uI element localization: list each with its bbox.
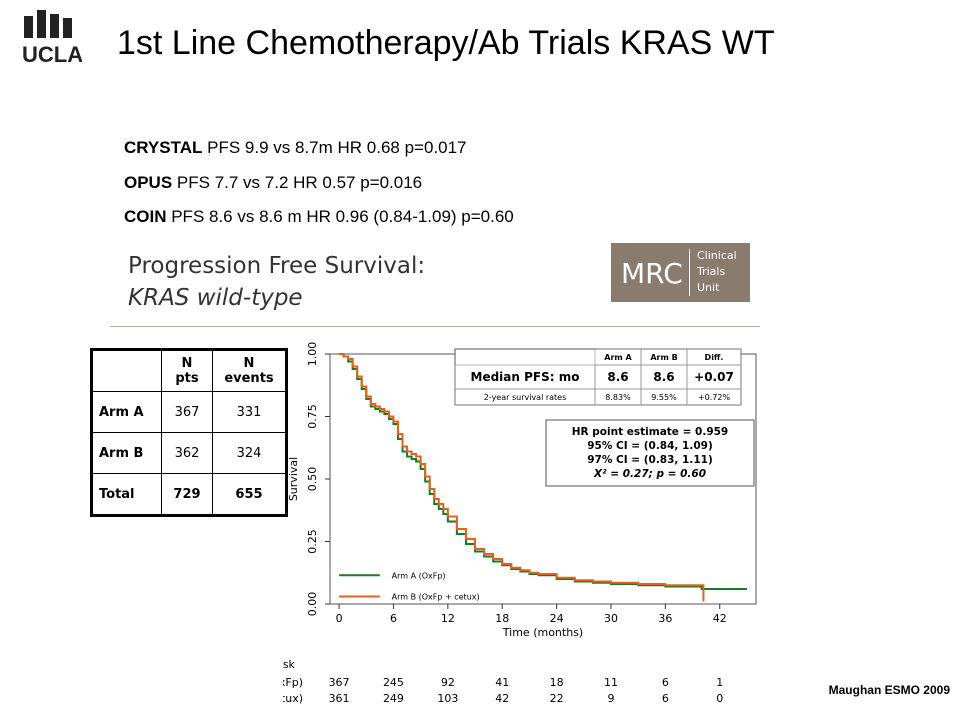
section-title-line1: Progression Free Survival: [128,253,426,279]
citation: Maughan ESMO 2009 [828,683,950,697]
risk-value: 249 [383,692,404,705]
table-row-total: Total 729 655 [91,473,287,516]
ucla-logo: UCLA [22,10,82,67]
risk-value: 22 [550,692,564,705]
mrc-abbr: MRC [621,257,683,290]
logo-text: UCLA [22,42,82,67]
summary-cell-text: 2-year survival rates [484,393,567,402]
mrc-line2: Trials [697,265,726,278]
n-events: 655 [212,473,287,516]
y-tick-label: 0.25 [306,529,319,554]
y-tick-label: 1.00 [306,342,319,367]
arm-label: Arm A [91,391,162,433]
mrc-line3: Unit [697,281,720,294]
risk-value: 41 [495,676,509,689]
x-axis-label: Time (months) [502,626,583,639]
hr-estimate-box [545,419,755,487]
slide-title: 1st Line Chemotherapy/Ab Trials KRAS WT [117,24,775,62]
risk-row-label: Arm B (OxFp + cetux) [283,692,303,705]
summary-cell-text: 9.55% [651,393,677,402]
survival-curve-arm-b [339,353,705,602]
arm-label: Arm B [91,432,162,474]
mrc-unit-name: Clinical Trials Unit [697,248,737,296]
summary-cell-text: 8.6 [607,370,628,384]
mrc-separator [689,249,690,296]
x-tick-label: 0 [336,612,343,625]
risk-table-title: Number at risk [283,658,296,671]
hr-line: X² = 0.27; p = 0.60 [593,468,706,480]
risk-value: 1 [716,676,723,689]
patient-count-table: N pts N events Arm A 367 331 Arm B 362 3… [90,348,288,517]
risk-row-label: Arm A (OxFp) [283,676,303,689]
hr-line: 95% CI = (0.84, 1.09) [587,440,713,452]
risk-value: 245 [383,676,404,689]
trial-name: OPUS [124,173,173,192]
summary-cell-text: +0.07 [694,370,734,384]
x-tick-label: 6 [390,612,397,625]
risk-value: 92 [441,676,455,689]
summary-cell-text: 8.6 [653,370,674,384]
y-tick-label: 0.50 [306,467,319,492]
risk-value: 367 [329,676,350,689]
legend-label: Arm A (OxFp) [392,571,446,580]
table-row: Arm A 367 331 [91,391,287,433]
risk-value: 361 [329,692,350,705]
hr-line: 97% CI = (0.83, 1.11) [587,454,713,466]
y-axis-label: Survival [287,457,300,501]
trial-result: PFS 9.9 vs 8.7m HR 0.68 p=0.017 [202,138,467,157]
n-pts: 729 [161,473,213,516]
summary-cell-text: Arm A [604,353,632,362]
n-events: 324 [212,432,287,474]
mrc-line1: Clinical [697,249,737,262]
x-tick-label: 24 [550,612,564,625]
table-row: Arm B 362 324 [91,432,287,474]
x-tick-label: 42 [713,612,727,625]
header-n-pts: N pts [161,349,213,392]
y-tick-label: 0.75 [306,404,319,429]
trial-result: PFS 7.7 vs 7.2 HR 0.57 p=0.016 [172,173,423,192]
section-title: Progression Free Survival: KRAS wild-typ… [128,250,425,314]
risk-value: 103 [437,692,458,705]
summary-cell-text: 8.83% [605,393,631,402]
trial-result: PFS 8.6 vs 8.6 m HR 0.96 (0.84-1.09) p=0… [166,207,514,226]
risk-value: 18 [550,676,564,689]
summary-cell [686,388,742,406]
n-pts: 367 [161,391,213,433]
summary-cell-text: Diff. [705,353,724,362]
km-chart: 0.00 0.25 0.50 0.75 1.00 0 6 12 18 24 30 36 42 Time (… [283,342,757,705]
y-tick-label: 0.00 [306,592,319,617]
risk-value: 0 [716,692,723,705]
x-tick-label: 12 [441,612,455,625]
legend-label: Arm B (OxFp + cetux) [392,593,480,602]
summary-cell-text: +0.72% [698,393,731,402]
header-cell [91,349,162,392]
risk-value: 6 [662,676,669,689]
trial-name: CRYSTAL [124,138,203,157]
x-tick-label: 36 [658,612,672,625]
risk-value: 11 [604,676,618,689]
risk-value: 42 [495,692,509,705]
arm-label: Total [91,473,162,516]
mrc-logo: MRC Clinical Trials Unit [611,243,750,302]
x-tick-label: 30 [604,612,618,625]
section-title-line2: KRAS wild-type [128,285,303,311]
divider [110,326,760,327]
risk-value: 6 [662,692,669,705]
hr-line: HR point estimate = 0.959 [572,426,729,438]
x-tick-label: 18 [495,612,509,625]
risk-value: 9 [607,692,614,705]
trial-line-opus: OPUS PFS 7.7 vs 7.2 HR 0.57 p=0.016 [124,173,422,193]
table-header-row: N pts N events [91,349,287,392]
header-n-events: N events [212,349,287,392]
n-pts: 362 [161,432,213,474]
trial-line-crystal: CRYSTAL PFS 9.9 vs 8.7m HR 0.68 p=0.017 [124,138,467,158]
trial-line-coin: COIN PFS 8.6 vs 8.6 m HR 0.96 (0.84-1.09… [124,207,514,227]
trial-name: COIN [124,207,167,226]
summary-cell-text: Median PFS: mo [471,370,580,384]
n-events: 331 [212,391,287,433]
summary-cell-text: Arm B [650,353,677,362]
